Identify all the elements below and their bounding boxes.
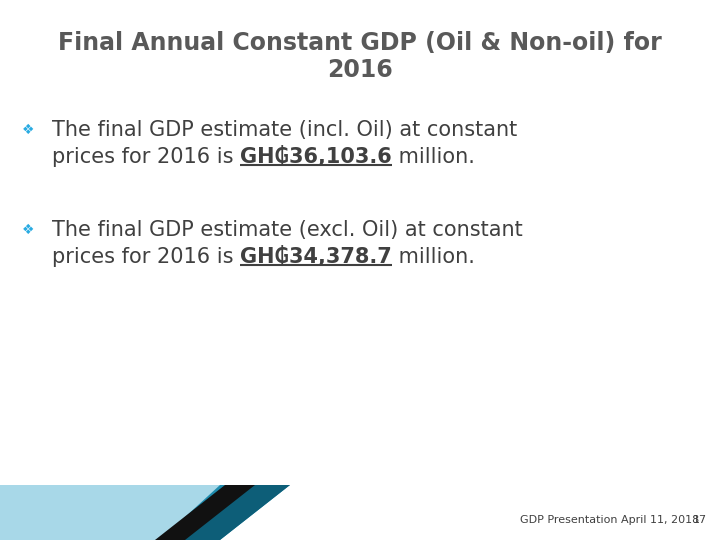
Polygon shape <box>0 485 290 540</box>
Text: The final GDP estimate (incl. Oil) at constant: The final GDP estimate (incl. Oil) at co… <box>52 120 517 140</box>
Text: 17: 17 <box>693 515 707 525</box>
Text: The final GDP estimate (excl. Oil) at constant: The final GDP estimate (excl. Oil) at co… <box>52 220 523 240</box>
Text: 2016: 2016 <box>327 58 393 82</box>
Text: GH₲36,103.6: GH₲36,103.6 <box>240 146 392 167</box>
Text: Final Annual Constant GDP (Oil & Non-oil) for: Final Annual Constant GDP (Oil & Non-oil… <box>58 31 662 55</box>
Text: ❖: ❖ <box>22 223 35 237</box>
Polygon shape <box>170 485 290 540</box>
Polygon shape <box>155 485 255 540</box>
Text: GH₲34,378.7: GH₲34,378.7 <box>240 246 392 267</box>
Text: GDP Presentation April 11, 2018: GDP Presentation April 11, 2018 <box>520 515 699 525</box>
Text: prices for 2016 is: prices for 2016 is <box>52 147 240 167</box>
Text: ❖: ❖ <box>22 123 35 137</box>
Polygon shape <box>0 485 220 540</box>
Text: million.: million. <box>392 147 474 167</box>
Text: million.: million. <box>392 247 474 267</box>
Text: prices for 2016 is: prices for 2016 is <box>52 247 240 267</box>
